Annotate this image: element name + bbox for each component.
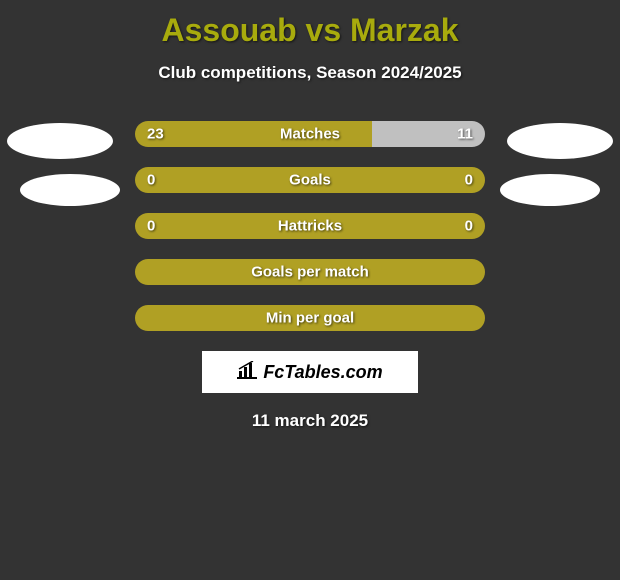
stat-row: Min per goal (135, 305, 485, 331)
source-badge-text: FcTables.com (263, 362, 382, 383)
stat-value-left: 23 (147, 126, 164, 143)
comparison-title: Assouab vs Marzak (0, 0, 620, 49)
stat-label: Hattricks (278, 218, 342, 235)
stat-value-left: 0 (147, 218, 155, 235)
player-left-logo-2 (20, 174, 120, 206)
chart-icon (237, 361, 257, 384)
stat-label: Min per goal (266, 310, 354, 327)
stat-row: Hattricks 0 0 (135, 213, 485, 239)
stat-value-right: 11 (457, 126, 473, 143)
stat-bars: Matches 23 11 Goals 0 0 Hattricks 0 0 Goals per m… (135, 121, 485, 331)
stat-value-right: 0 (465, 172, 473, 189)
player-left-logo-1 (7, 123, 113, 159)
comparison-subtitle: Club competitions, Season 2024/2025 (0, 63, 620, 83)
stat-value-right: 0 (465, 218, 473, 235)
player-right-logo-1 (507, 123, 613, 159)
stat-label: Goals (289, 172, 331, 189)
stat-label: Matches (280, 126, 340, 143)
footer-date: 11 march 2025 (0, 411, 620, 431)
stat-value-left: 0 (147, 172, 155, 189)
stat-label: Goals per match (251, 264, 369, 281)
stat-row: Goals per match (135, 259, 485, 285)
comparison-content: Matches 23 11 Goals 0 0 Hattricks 0 0 Goals per m… (0, 121, 620, 431)
stat-row: Matches 23 11 (135, 121, 485, 147)
source-badge: FcTables.com (202, 351, 418, 393)
stat-row: Goals 0 0 (135, 167, 485, 193)
player-right-logo-2 (500, 174, 600, 206)
